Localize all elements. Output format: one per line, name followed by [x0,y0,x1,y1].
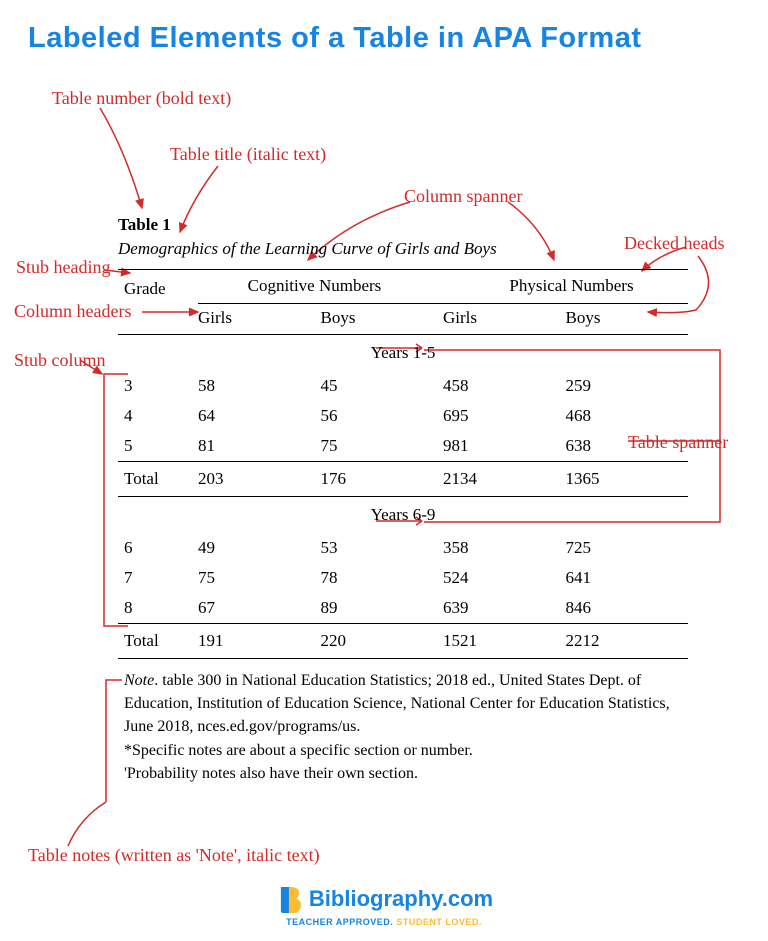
data-cell: 468 [566,406,689,426]
total-cell: 2212 [566,631,689,651]
stub-cell: 4 [118,406,198,426]
data-cell: 725 [566,538,689,558]
apa-table: Table 1 Demographics of the Learning Cur… [118,215,688,785]
col-head-boys-b: Boys [566,308,689,328]
total-row: Total 203 176 2134 1365 [118,462,688,496]
anno-table-notes: Table notes (written as 'Note', italic t… [28,845,320,866]
table-row: 3 58 45 458 259 [118,371,688,401]
stub-heading-cell: Grade [118,279,198,299]
note-probability: 'Probability notes also have their own s… [124,762,682,785]
anno-column-headers: Column headers [14,301,131,322]
stub-cell: 8 [118,598,198,618]
data-cell: 524 [443,568,566,588]
anno-table-title: Table title (italic text) [170,144,326,165]
data-cell: 75 [198,568,321,588]
table-row: 5 81 75 981 638 [118,431,688,461]
total-cell: 2134 [443,469,566,489]
anno-stub-heading: Stub heading [16,257,111,278]
tagline: TEACHER APPROVED. STUDENT LOVED. [275,917,493,927]
table-row: 6 49 53 358 725 [118,533,688,563]
arrow-table-number [70,100,180,230]
table-spanner-1: Years 1-5 [118,335,688,371]
col-head-girls-a: Girls [198,308,321,328]
data-cell: 45 [321,376,444,396]
col-head-girls-b: Girls [443,308,566,328]
total-cell: 176 [321,469,444,489]
anno-stub-column: Stub column [14,350,106,371]
data-cell: 639 [443,598,566,618]
total-label: Total [118,631,198,651]
data-cell: 641 [566,568,689,588]
note-word: Note [124,672,154,689]
total-cell: 191 [198,631,321,651]
stub-cell: 3 [118,376,198,396]
table-title: Demographics of the Learning Curve of Gi… [118,239,688,259]
data-cell: 49 [198,538,321,558]
total-cell: 1365 [566,469,689,489]
data-cell: 695 [443,406,566,426]
anno-table-number: Table number (bold text) [52,88,231,109]
data-cell: 81 [198,436,321,456]
data-cell: 846 [566,598,689,618]
header-row-columns: Girls Boys Girls Boys [118,304,688,334]
note-body: . table 300 in National Education Statis… [124,672,670,735]
table-notes: Note. table 300 in National Education St… [118,659,688,785]
logo-icon [275,883,305,915]
table-spanner-2: Years 6-9 [118,497,688,533]
data-cell: 78 [321,568,444,588]
tagline-2: STUDENT LOVED. [396,917,482,927]
data-cell: 53 [321,538,444,558]
table-row: 7 75 78 524 641 [118,563,688,593]
stub-cell: 6 [118,538,198,558]
data-cell: 259 [566,376,689,396]
data-cell: 638 [566,436,689,456]
footer: Bibliography.com TEACHER APPROVED. STUDE… [275,883,493,927]
stub-cell: 7 [118,568,198,588]
data-cell: 67 [198,598,321,618]
brand-name: Bibliography.com [309,886,493,912]
spanner-physical: Physical Numbers [455,276,688,299]
data-cell: 981 [443,436,566,456]
table-row: 4 64 56 695 468 [118,401,688,431]
data-cell: 58 [198,376,321,396]
total-cell: 220 [321,631,444,651]
data-cell: 89 [321,598,444,618]
data-cell: 64 [198,406,321,426]
table-row: 8 67 89 639 846 [118,593,688,623]
data-cell: 75 [321,436,444,456]
total-cell: 203 [198,469,321,489]
anno-column-spanner: Column spanner [404,186,523,207]
stub-cell: 5 [118,436,198,456]
total-label: Total [118,469,198,489]
tagline-1: TEACHER APPROVED. [286,917,393,927]
data-cell: 358 [443,538,566,558]
total-row: Total 191 220 1521 2212 [118,624,688,658]
table-number: Table 1 [118,215,688,235]
data-cell: 458 [443,376,566,396]
total-cell: 1521 [443,631,566,651]
col-head-boys-a: Boys [321,308,444,328]
note-specific: *Specific notes are about a specific sec… [124,739,682,762]
page-title: Labeled Elements of a Table in APA Forma… [28,22,642,55]
spanner-cognitive: Cognitive Numbers [198,276,431,299]
header-row-spanners: Grade Cognitive Numbers Physical Numbers [118,270,688,303]
data-cell: 56 [321,406,444,426]
